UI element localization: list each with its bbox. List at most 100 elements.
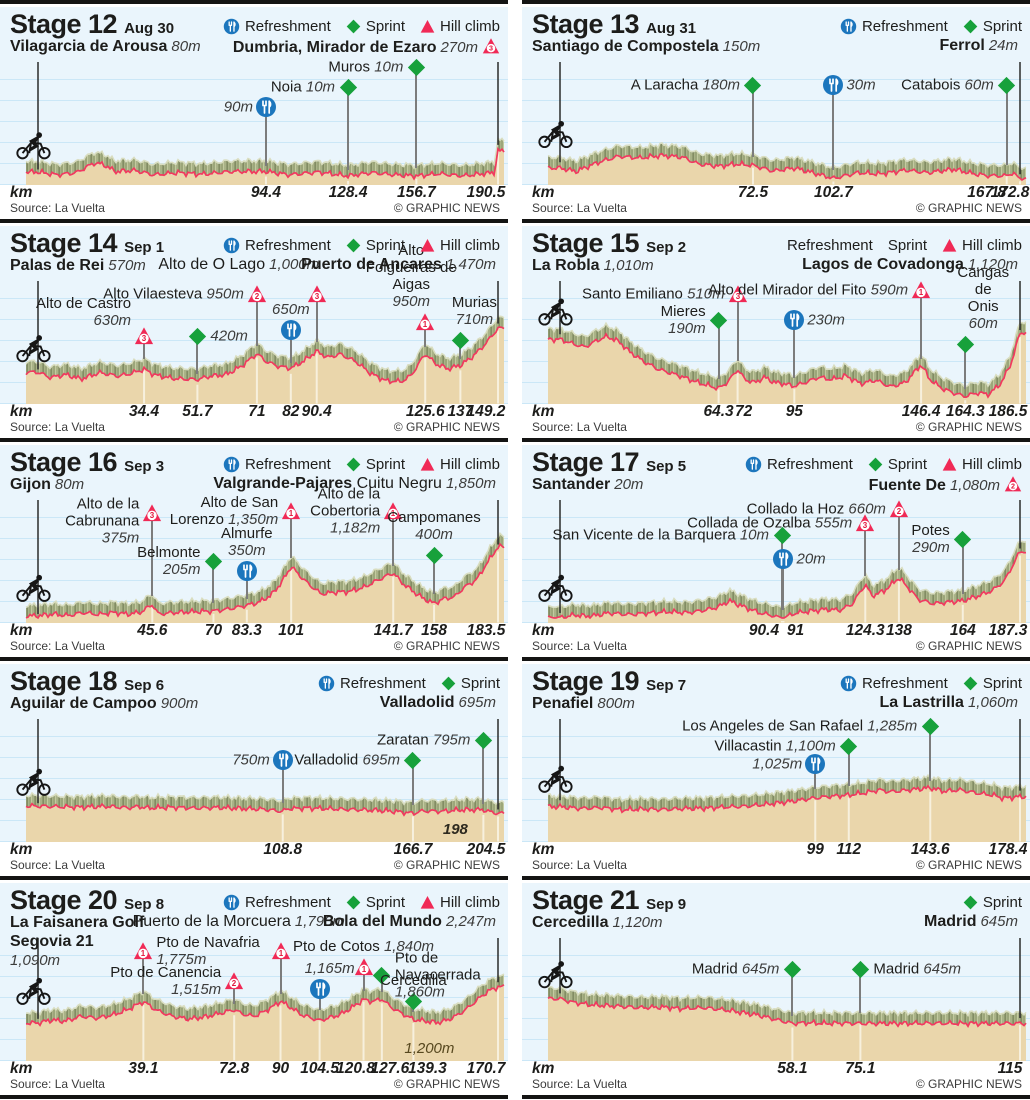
waypoint-elevation: 795m: [432, 731, 471, 749]
hill-climb-icon: 3: [307, 285, 326, 303]
sprint-icon: [868, 457, 883, 472]
legend: Refreshment Sprint Hill climb: [787, 237, 1022, 254]
finish-elevation: 645m: [980, 913, 1018, 930]
km-tick: 141.7: [373, 622, 413, 639]
stage-header: Stage 12 Aug 30: [10, 9, 174, 40]
source-note: Source: La Vuelta: [10, 639, 105, 653]
waypoint-label: Collado la Hoz 660m: [747, 501, 886, 518]
waypoint-name: Santo Emiliano: [581, 285, 683, 303]
divider-bar: [522, 0, 1030, 4]
source-note: Source: La Vuelta: [10, 858, 105, 872]
sprint-icon: [963, 19, 978, 34]
waypoint-name: Pto de Navacerrada: [394, 949, 481, 984]
marker-stem: [751, 91, 754, 157]
sprint-icon: [441, 676, 456, 691]
finish-elevation: 1,850m: [445, 475, 496, 492]
stage-header: Stage 15 Sep 2: [532, 228, 686, 259]
stage-date: Sep 6: [124, 677, 165, 694]
stage-title: Stage 20: [10, 885, 118, 915]
finish-label: Fuente De 1,080m 2: [869, 475, 1022, 498]
hill-climb-icon: 1: [416, 313, 435, 331]
km-tick: 167.8: [967, 184, 1007, 201]
waypoint-elevation: 1,515m: [171, 981, 222, 998]
km-tick: 187.3: [988, 622, 1028, 639]
terrain-highlight: [25, 973, 505, 1016]
waypoint-elevation: 180m: [702, 76, 740, 94]
km-tick: 186.5: [988, 403, 1028, 420]
km-tick: 146.4: [901, 403, 941, 420]
stage-panel: Stage 17 Sep 5 Refreshment Sprint Hill clim…: [522, 438, 1030, 657]
finish-elevation: 1,080m: [949, 477, 1000, 494]
refreshment-icon: [840, 675, 857, 692]
finish-label: Dumbria, Mirador de Ezaro 270m 3: [233, 37, 500, 60]
km-axis: km 72.5 102.7 167.8 172.8: [522, 184, 1030, 201]
sprint-icon: [474, 731, 493, 749]
marker-stem: [212, 567, 215, 603]
km-tick: 138: [885, 622, 912, 639]
refreshment-icon: [745, 456, 762, 473]
legend-item-hillclimb: Hill climb: [420, 237, 500, 254]
stage-title: Stage 13: [532, 9, 640, 39]
start-elevation: 20m: [614, 476, 644, 493]
finish-label: Valgrande-Pajares Cuitu Negru 1,850m: [213, 475, 500, 496]
finish-elevation: 2,247m: [445, 913, 496, 930]
hill-climb-icon: 3: [482, 38, 500, 54]
km-tick: 125.6: [405, 403, 445, 420]
sprint-icon: [840, 737, 858, 755]
legend-label: Sprint: [365, 237, 405, 254]
waypoint-elevation: 950m: [392, 293, 430, 310]
waypoint-name: Alto de San Lorenzo: [169, 494, 279, 528]
copyright-note: © GRAPHIC NEWS: [393, 1077, 500, 1091]
marker-stem: [380, 981, 383, 993]
km-tick: 83.3: [231, 622, 262, 639]
profile-area: Mieres 190m 3 Santo Emiliano 510m 230m 1 Alto…: [522, 264, 1030, 404]
waypoint-elevation: 230m: [807, 311, 845, 329]
marker-stem: [279, 958, 282, 995]
stage-date: Sep 5: [646, 458, 687, 475]
marker-stem: [929, 732, 932, 781]
cyclist-icon: [538, 120, 573, 149]
legend-item-hillclimb: Hill climb: [420, 456, 500, 473]
km-tick: 137: [447, 403, 474, 420]
stage-title: Stage 16: [10, 447, 118, 477]
start-name: Santiago de Compostela: [532, 38, 719, 55]
stage-panel: Stage 16 Sep 3 Refreshment Sprint Hill clim…: [0, 438, 508, 657]
waypoint-layer: A Laracha 180m 30m Catabois 60m: [522, 59, 1030, 185]
km-axis-label: km: [532, 403, 555, 420]
waypoint-label: Alto Folgueiras de Aigas 950m: [363, 242, 460, 310]
marker-stem: [151, 520, 154, 597]
waypoint-label: Mieres 190m: [661, 303, 706, 337]
finish-name: Ferrol: [939, 37, 985, 54]
legend-item-hillclimb: Hill climb: [420, 894, 500, 911]
waypoint-label: 420m: [210, 328, 248, 345]
terrain-highlight: [25, 791, 505, 806]
source-note: Source: La Vuelta: [532, 201, 627, 215]
mid-label: Alto de O Lago 1,000m: [158, 256, 319, 274]
km-tick: 82: [282, 403, 300, 420]
waypoint-layer: 3 Alto de Castro 630m 420m 2 Alto Vilaesteva…: [0, 242, 508, 404]
hill-climb-icon: 3: [143, 504, 162, 522]
profile-area: 1 Pto de Navafria 1,775m 2 Pto de Canencia …: [0, 934, 508, 1061]
terrain-ridge: [548, 775, 1026, 813]
mid-elevation: 1,000m: [269, 256, 320, 273]
legend-item-refreshment: Refreshment: [840, 18, 948, 35]
terrain-ridge: [26, 138, 504, 179]
legend: Refreshment Sprint: [318, 675, 500, 692]
sprint-icon: [773, 526, 791, 544]
waypoint-elevation: 710m: [455, 311, 494, 328]
legend-label: Sprint: [365, 894, 405, 911]
sprint-icon: [425, 546, 443, 564]
terrain-ridge: [548, 542, 1026, 618]
copyright-note: © GRAPHIC NEWS: [915, 1077, 1022, 1091]
marker-stem: [347, 93, 350, 170]
legend: Refreshment Sprint: [840, 675, 1022, 692]
legend: Refreshment Sprint Hill climb: [223, 456, 500, 473]
sand-fill: [26, 985, 504, 1061]
hill-climb-icon: [942, 239, 957, 252]
stage-title: Stage 18: [10, 666, 118, 696]
km-tick: 120.8: [336, 1060, 375, 1077]
legend-label: Hill climb: [440, 18, 500, 35]
divider-bar: [522, 438, 1030, 442]
km-tick: 112: [836, 841, 862, 858]
km-tick: 166.7: [393, 841, 433, 858]
